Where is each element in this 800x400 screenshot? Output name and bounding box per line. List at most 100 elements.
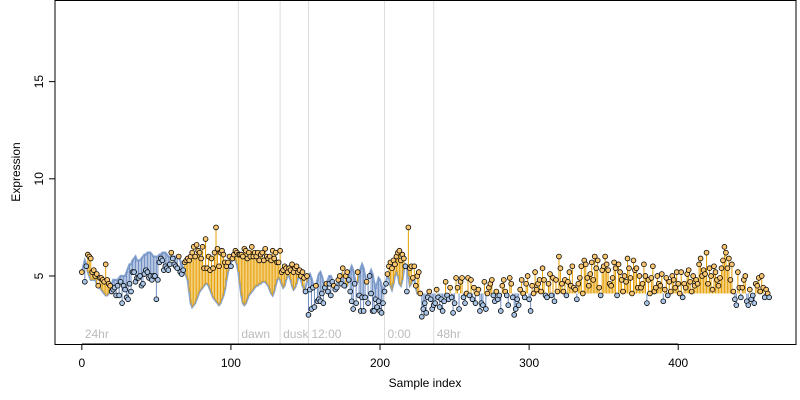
data-point [460,294,467,301]
data-point [374,304,380,310]
data-point [189,249,195,256]
data-point [739,284,746,291]
data-point [621,273,628,279]
data-point [538,288,544,295]
data-point [277,247,283,254]
data-point [271,255,277,262]
data-point [313,282,319,289]
data-point [532,269,538,275]
data-point [629,290,635,297]
data-point [659,271,665,277]
data-point [727,277,734,283]
data-point [685,267,692,273]
data-point [362,294,368,301]
data-point [594,257,601,264]
data-point [493,288,500,295]
data-point [559,280,565,287]
data-point [565,279,571,285]
segment-label: 0:00 [387,327,411,341]
data-point [471,284,477,291]
data-point [661,286,668,293]
data-point [87,255,94,262]
data-point [642,273,649,279]
data-point [126,280,133,287]
data-point [490,292,497,299]
data-point [345,277,352,283]
data-point [211,249,218,256]
data-point [623,279,629,285]
data-point [79,269,85,275]
data-point [530,290,537,297]
data-point [670,277,677,283]
data-point [711,263,717,270]
data-point [556,253,562,260]
data-point [712,269,719,275]
data-point [433,286,440,293]
data-point [706,265,713,272]
data-point [653,284,659,291]
data-point [102,261,109,268]
data-point [140,280,146,287]
data-point [208,255,215,262]
data-point [742,273,749,279]
data-point [527,308,534,314]
data-point [667,288,674,295]
data-point [529,282,535,289]
data-point [620,288,626,295]
data-point [192,253,198,260]
data-point [702,271,708,277]
data-point [518,277,525,283]
data-point [754,282,761,289]
segment-label: 48hr [437,327,461,341]
data-point [198,255,204,262]
data-point [679,294,686,301]
data-point [336,273,343,279]
data-point [228,263,234,270]
data-point [729,261,735,268]
data-point [746,286,753,293]
data-point [448,294,455,301]
data-point [579,290,586,297]
data-point [560,288,567,295]
data-point [590,277,597,283]
segment-labels: 24hr dawn dusk 12:00 0:00 48hr [85,327,461,341]
data-point [302,288,309,295]
data-point [351,280,358,287]
data-point [614,292,620,299]
data-point [705,280,711,287]
data-point [650,263,656,270]
data-point [396,247,403,254]
data-point [432,300,438,306]
data-point [608,282,614,289]
data-point [289,261,295,268]
y-tick-label: 10 [32,172,46,186]
data-point [93,271,100,277]
data-point [703,249,710,256]
data-point [512,306,519,312]
data-point [526,296,532,303]
data-point [627,275,634,281]
data-point [365,300,371,306]
data-point [500,277,507,283]
data-point [272,249,279,256]
data-point [508,280,515,287]
data-point [404,288,410,295]
data-point [588,259,595,266]
data-point [144,269,151,275]
data-point [392,261,398,268]
data-point [709,286,716,293]
data-point [459,275,465,281]
data-point [384,271,391,277]
data-point [249,244,255,250]
data-point [539,265,546,272]
data-point [348,298,355,305]
data-point [354,269,361,275]
data-point [383,280,389,287]
data-point [405,224,412,231]
data-point [751,300,758,306]
x-axis-label: Sample index [389,376,462,390]
data-point [582,261,589,268]
data-point [468,277,474,283]
data-point [732,296,738,303]
x-axis: 0 100 200 300 400 [78,343,689,370]
